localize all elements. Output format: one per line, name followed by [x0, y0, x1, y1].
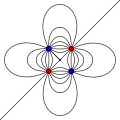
Circle shape: [69, 46, 73, 51]
Circle shape: [47, 69, 51, 73]
Circle shape: [69, 69, 73, 73]
Circle shape: [47, 46, 51, 51]
